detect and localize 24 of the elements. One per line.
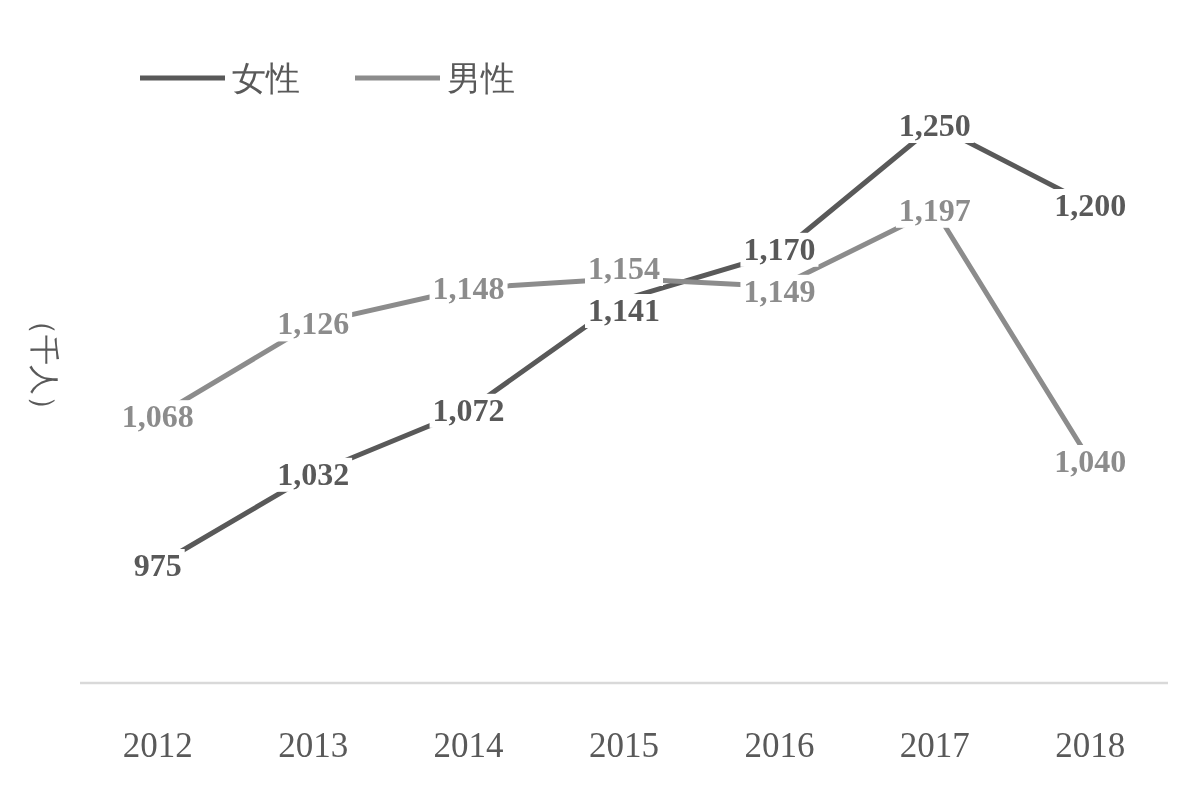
x-tick-label: 2012 [122, 726, 193, 765]
data-label: 1,170 [743, 230, 816, 267]
data-label: 1,141 [588, 292, 660, 328]
data-label: 1,072 [432, 391, 505, 428]
x-tick-label: 2015 [589, 726, 659, 765]
data-label: 1,068 [121, 398, 194, 435]
x-tick-label: 2013 [278, 726, 349, 765]
data-label: 1,250 [898, 107, 971, 143]
x-tick-label: 2014 [433, 726, 504, 765]
data-label: 1,148 [432, 270, 505, 307]
legend-label: 男性 [447, 60, 515, 97]
x-tick-label: 2016 [744, 726, 815, 765]
data-label: 975 [133, 547, 182, 583]
x-tick-label: 2018 [1055, 726, 1126, 765]
y-axis-title: （千人） [28, 305, 61, 425]
data-label: 1,197 [898, 191, 971, 228]
data-label: 1,149 [743, 272, 816, 309]
legend-label: 女性 [232, 60, 300, 97]
data-label: 1,200 [1054, 187, 1127, 223]
data-label: 1,032 [277, 455, 350, 492]
data-label: 1,040 [1054, 443, 1127, 479]
data-label: 1,154 [588, 250, 660, 286]
data-label: 1,126 [277, 305, 350, 342]
x-tick-label: 2017 [899, 726, 970, 765]
